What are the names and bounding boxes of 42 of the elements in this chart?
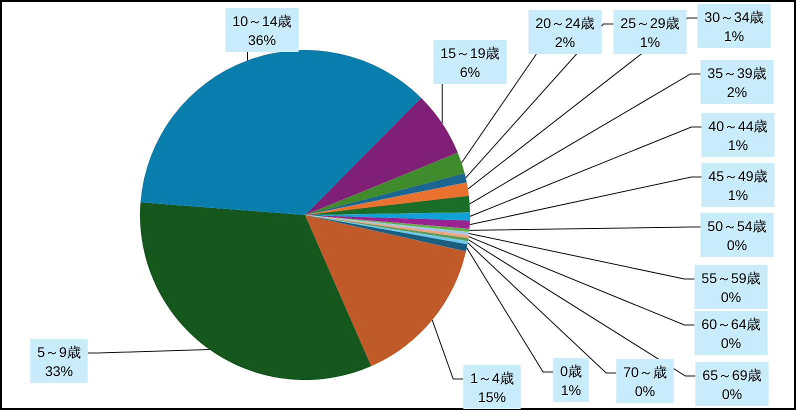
pie-slice: [305, 215, 466, 366]
pie-slice: [140, 202, 372, 380]
data-label: 6%: [460, 64, 480, 80]
pie-slice: [305, 215, 470, 229]
data-label: 36%: [248, 32, 276, 48]
pie-slice: [305, 173, 467, 215]
slice-label: 15～19歳: [440, 45, 500, 61]
slice-label: 55～59歳: [701, 270, 761, 286]
slice-label: 0歳: [560, 363, 582, 379]
slice-label: 45～49歳: [708, 168, 768, 184]
pie-slice: [305, 215, 468, 252]
data-label: 2%: [726, 84, 748, 100]
data-label: 0%: [722, 386, 742, 402]
slice-label: 25～29歳: [620, 15, 680, 31]
data-label: 1%: [728, 137, 748, 153]
pie-slice: [305, 182, 469, 215]
slice-label: 5～9歳: [37, 344, 81, 360]
slice-label: 30～34歳: [704, 9, 764, 25]
pie-slice: [305, 98, 458, 215]
data-label: 0%: [720, 289, 742, 305]
slice-label: 20～24歳: [535, 15, 595, 31]
slice-label: 35～39歳: [707, 65, 767, 81]
slice-label: 50～54歳: [707, 218, 767, 234]
slice-label: 1～4歳: [470, 370, 514, 386]
data-label: 1%: [640, 34, 660, 50]
pie-slice: [140, 50, 422, 215]
data-label: 0%: [726, 237, 748, 253]
slice-label: 60～64歳: [701, 316, 761, 332]
data-label: 15%: [478, 389, 506, 405]
data-label: 1%: [728, 187, 748, 203]
data-label: 1%: [560, 382, 582, 398]
pie-slice: [305, 152, 465, 215]
slice-label: 65～69歳: [702, 367, 762, 383]
slice-label: 40～44歳: [708, 118, 768, 134]
data-label: 1%: [724, 28, 744, 44]
slice-label: 70～歳: [623, 364, 667, 380]
data-label: 33%: [44, 363, 74, 379]
slice-label: 10～14歳: [232, 13, 292, 29]
data-label: 2%: [554, 34, 576, 50]
data-label: 0%: [720, 335, 742, 351]
data-label: 0%: [634, 383, 656, 399]
pie-slice: [305, 196, 470, 215]
